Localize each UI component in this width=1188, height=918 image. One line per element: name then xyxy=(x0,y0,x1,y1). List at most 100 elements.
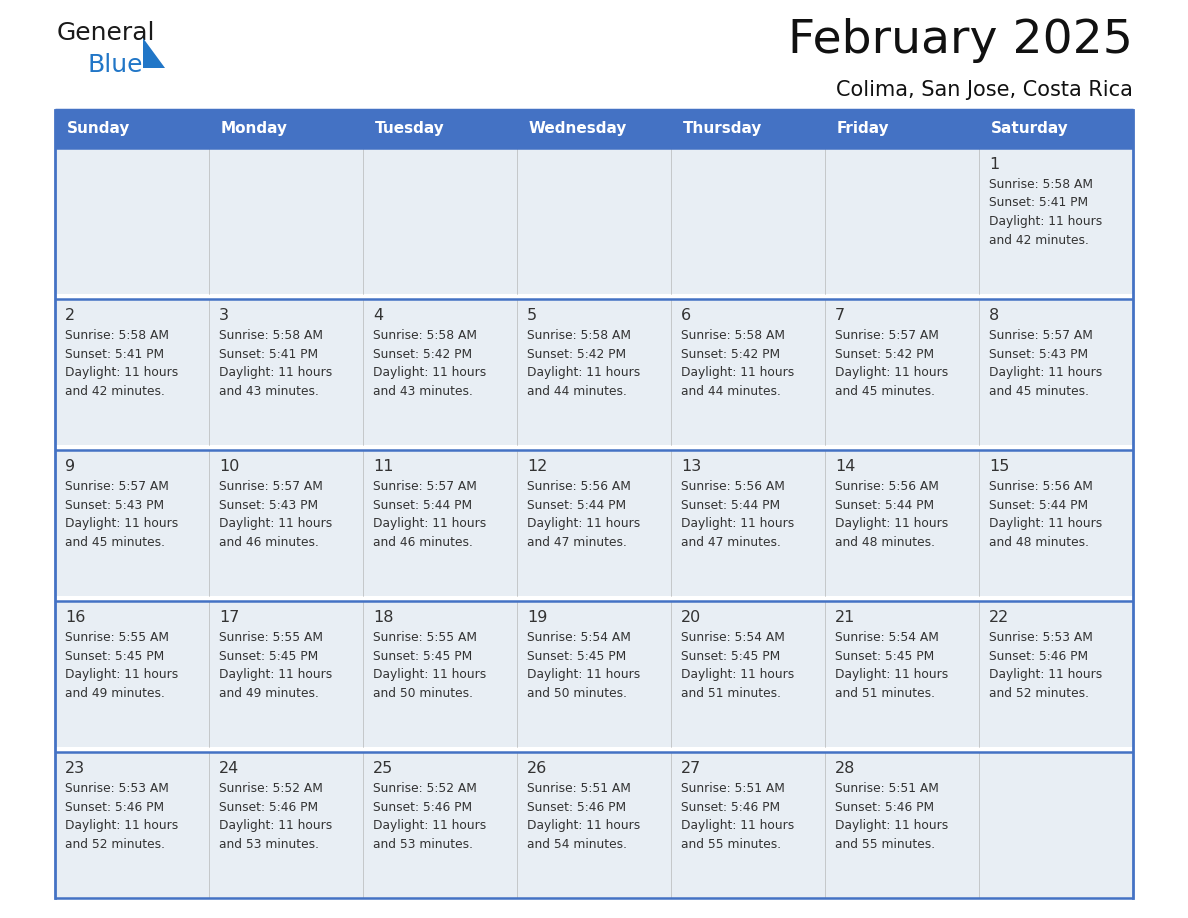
Bar xyxy=(979,601,1133,747)
Text: 6: 6 xyxy=(681,308,691,323)
Text: 5: 5 xyxy=(527,308,537,323)
Text: Daylight: 11 hours: Daylight: 11 hours xyxy=(65,668,178,681)
Text: Sunrise: 5:53 AM: Sunrise: 5:53 AM xyxy=(65,782,169,795)
Text: Sunrise: 5:58 AM: Sunrise: 5:58 AM xyxy=(65,329,169,342)
Text: 11: 11 xyxy=(373,459,393,475)
Text: Daylight: 11 hours: Daylight: 11 hours xyxy=(219,366,333,379)
Bar xyxy=(364,299,517,444)
Text: and 44 minutes.: and 44 minutes. xyxy=(681,385,781,397)
Text: Sunrise: 5:57 AM: Sunrise: 5:57 AM xyxy=(373,480,476,493)
Bar xyxy=(979,753,1133,898)
Bar xyxy=(364,753,517,898)
Bar xyxy=(824,148,979,294)
Bar xyxy=(517,299,671,444)
Text: Sunrise: 5:57 AM: Sunrise: 5:57 AM xyxy=(988,329,1093,342)
Bar xyxy=(55,450,209,596)
Text: 14: 14 xyxy=(835,459,855,475)
Text: Sunset: 5:45 PM: Sunset: 5:45 PM xyxy=(65,650,164,663)
Text: Sunset: 5:46 PM: Sunset: 5:46 PM xyxy=(65,800,164,814)
Text: Sunrise: 5:54 AM: Sunrise: 5:54 AM xyxy=(681,632,785,644)
Text: Sunrise: 5:57 AM: Sunrise: 5:57 AM xyxy=(835,329,939,342)
Text: and 45 minutes.: and 45 minutes. xyxy=(65,536,165,549)
Bar xyxy=(209,601,364,747)
Text: Sunset: 5:46 PM: Sunset: 5:46 PM xyxy=(527,800,626,814)
Bar xyxy=(671,450,824,596)
Text: Daylight: 11 hours: Daylight: 11 hours xyxy=(373,517,486,531)
Text: and 42 minutes.: and 42 minutes. xyxy=(65,385,165,397)
Bar xyxy=(209,148,364,294)
Bar xyxy=(55,601,209,747)
Text: 21: 21 xyxy=(835,610,855,625)
Text: and 47 minutes.: and 47 minutes. xyxy=(681,536,781,549)
Bar xyxy=(55,148,209,294)
Bar xyxy=(824,299,979,444)
Text: Sunset: 5:42 PM: Sunset: 5:42 PM xyxy=(527,348,626,361)
Text: Daylight: 11 hours: Daylight: 11 hours xyxy=(835,820,948,833)
Bar xyxy=(979,450,1133,596)
Text: Tuesday: Tuesday xyxy=(375,121,444,137)
Bar xyxy=(364,148,517,294)
Text: 23: 23 xyxy=(65,761,86,777)
Text: 24: 24 xyxy=(219,761,239,777)
Text: General: General xyxy=(57,21,156,45)
Text: Daylight: 11 hours: Daylight: 11 hours xyxy=(988,215,1102,228)
Bar xyxy=(209,299,364,444)
Text: and 46 minutes.: and 46 minutes. xyxy=(219,536,318,549)
Text: Daylight: 11 hours: Daylight: 11 hours xyxy=(681,820,795,833)
Text: Sunday: Sunday xyxy=(67,121,131,137)
Text: Sunrise: 5:52 AM: Sunrise: 5:52 AM xyxy=(373,782,476,795)
Text: Sunrise: 5:57 AM: Sunrise: 5:57 AM xyxy=(65,480,169,493)
Text: 7: 7 xyxy=(835,308,845,323)
Text: Sunrise: 5:51 AM: Sunrise: 5:51 AM xyxy=(835,782,939,795)
Text: and 48 minutes.: and 48 minutes. xyxy=(835,536,935,549)
Text: 16: 16 xyxy=(65,610,86,625)
Text: Daylight: 11 hours: Daylight: 11 hours xyxy=(681,517,795,531)
Text: Saturday: Saturday xyxy=(991,121,1069,137)
Text: and 50 minutes.: and 50 minutes. xyxy=(527,687,627,700)
Text: Sunrise: 5:58 AM: Sunrise: 5:58 AM xyxy=(681,329,785,342)
Text: and 54 minutes.: and 54 minutes. xyxy=(527,838,627,851)
Text: Daylight: 11 hours: Daylight: 11 hours xyxy=(65,366,178,379)
Text: 17: 17 xyxy=(219,610,239,625)
Text: Sunset: 5:41 PM: Sunset: 5:41 PM xyxy=(219,348,318,361)
Text: 20: 20 xyxy=(681,610,701,625)
Text: Sunset: 5:45 PM: Sunset: 5:45 PM xyxy=(373,650,473,663)
Bar xyxy=(55,753,209,898)
Text: Sunset: 5:46 PM: Sunset: 5:46 PM xyxy=(681,800,781,814)
Text: Daylight: 11 hours: Daylight: 11 hours xyxy=(988,517,1102,531)
Text: and 45 minutes.: and 45 minutes. xyxy=(835,385,935,397)
Text: Sunset: 5:42 PM: Sunset: 5:42 PM xyxy=(373,348,472,361)
Text: Sunset: 5:45 PM: Sunset: 5:45 PM xyxy=(219,650,318,663)
Bar xyxy=(209,450,364,596)
Text: Sunrise: 5:52 AM: Sunrise: 5:52 AM xyxy=(219,782,323,795)
Text: and 44 minutes.: and 44 minutes. xyxy=(527,385,627,397)
Text: Sunrise: 5:58 AM: Sunrise: 5:58 AM xyxy=(373,329,478,342)
Text: Sunset: 5:46 PM: Sunset: 5:46 PM xyxy=(219,800,318,814)
Text: Sunrise: 5:54 AM: Sunrise: 5:54 AM xyxy=(835,632,939,644)
Text: Thursday: Thursday xyxy=(683,121,763,137)
Text: 28: 28 xyxy=(835,761,855,777)
Text: Blue: Blue xyxy=(87,53,143,77)
Text: and 53 minutes.: and 53 minutes. xyxy=(219,838,320,851)
Text: Daylight: 11 hours: Daylight: 11 hours xyxy=(65,517,178,531)
Text: Daylight: 11 hours: Daylight: 11 hours xyxy=(373,668,486,681)
Text: 4: 4 xyxy=(373,308,383,323)
Text: Monday: Monday xyxy=(221,121,287,137)
Bar xyxy=(55,110,1133,148)
Text: Sunset: 5:44 PM: Sunset: 5:44 PM xyxy=(373,498,472,511)
Text: Sunset: 5:44 PM: Sunset: 5:44 PM xyxy=(681,498,781,511)
Text: Sunrise: 5:58 AM: Sunrise: 5:58 AM xyxy=(988,178,1093,191)
Text: 13: 13 xyxy=(681,459,701,475)
Text: Sunset: 5:43 PM: Sunset: 5:43 PM xyxy=(65,498,164,511)
Text: Sunrise: 5:55 AM: Sunrise: 5:55 AM xyxy=(219,632,323,644)
Bar xyxy=(671,299,824,444)
Text: Sunrise: 5:51 AM: Sunrise: 5:51 AM xyxy=(527,782,631,795)
Bar xyxy=(824,450,979,596)
Text: 15: 15 xyxy=(988,459,1010,475)
Text: Daylight: 11 hours: Daylight: 11 hours xyxy=(527,668,640,681)
Text: Daylight: 11 hours: Daylight: 11 hours xyxy=(65,820,178,833)
Text: Sunrise: 5:57 AM: Sunrise: 5:57 AM xyxy=(219,480,323,493)
Text: and 48 minutes.: and 48 minutes. xyxy=(988,536,1089,549)
Text: 9: 9 xyxy=(65,459,75,475)
Text: February 2025: February 2025 xyxy=(788,18,1133,63)
